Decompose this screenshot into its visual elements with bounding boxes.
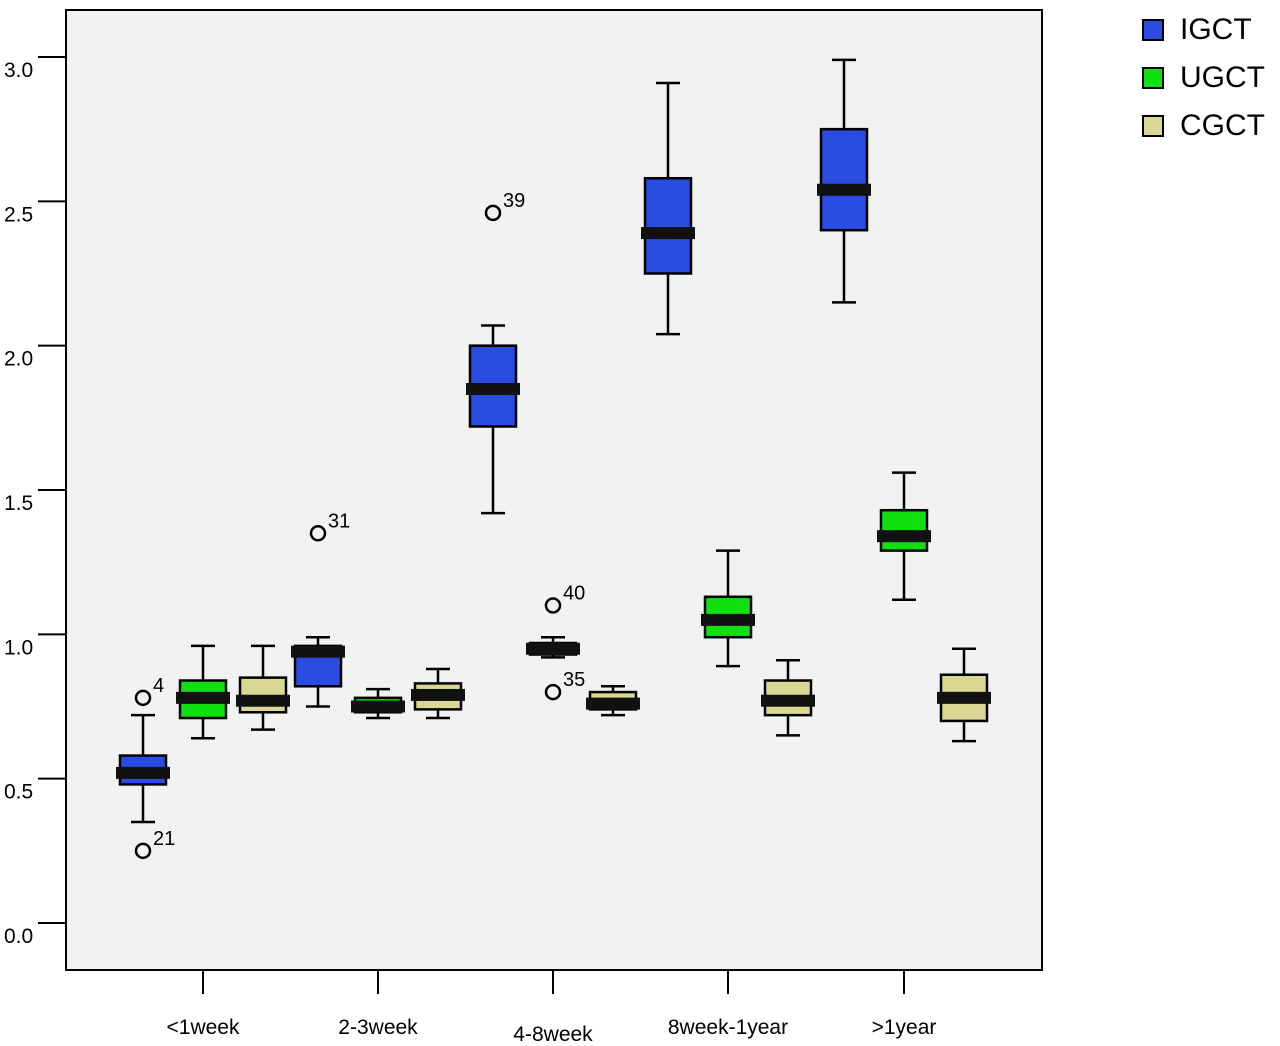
box-cgct: [411, 667, 465, 720]
plot-area: [65, 9, 1043, 971]
median-bar: [937, 691, 991, 704]
legend: IGCT UGCT CGCT: [1142, 13, 1265, 142]
median-bar: [761, 694, 815, 707]
median-bar: [411, 688, 465, 701]
outlier-marker: [309, 525, 327, 542]
y-axis: 0.0 0.5 1.0 1.5 2.0 2.5 3.0: [4, 55, 66, 948]
outlier-label: 40: [563, 582, 585, 604]
median-bar: [351, 700, 405, 713]
median-bar: [466, 382, 520, 395]
median-bar: [877, 530, 931, 543]
box-series: [116, 58, 991, 824]
box-igct: [641, 81, 695, 336]
y-tick-label: 0.0: [4, 925, 33, 948]
outlier-label: 21: [153, 828, 175, 850]
legend-label-ugct: UGCT: [1180, 61, 1265, 94]
y-tick-label: 0.5: [4, 781, 33, 804]
legend-swatch-igct: [1142, 19, 1164, 41]
outlier-marker: [134, 842, 152, 860]
x-tick-label: >1year: [872, 1016, 937, 1039]
y-tick-label: 2.5: [4, 203, 33, 226]
legend-swatch-cgct: [1142, 115, 1164, 137]
x-axis: <1week 2-3week 4-8week 8week-1year >1year: [167, 970, 937, 1046]
median-bar: [526, 642, 580, 655]
outlier-label: 35: [563, 669, 585, 691]
box-igct: [466, 324, 520, 515]
y-tick-label: 3.0: [4, 59, 33, 82]
legend-label-igct: IGCT: [1180, 13, 1252, 46]
box-ugct: [526, 635, 580, 659]
box-ugct: [351, 687, 405, 720]
box-iqr: [819, 127, 869, 232]
x-tick-label: <1week: [167, 1016, 240, 1039]
y-tick-label: 2.0: [4, 348, 33, 371]
box-ugct: [176, 644, 230, 740]
outlier-label: 4: [153, 675, 164, 697]
median-bar: [701, 613, 755, 626]
outlier-marker: [544, 597, 562, 614]
outlier-marker: [544, 683, 562, 701]
outlier-points: 4 21 31 39 40 35: [134, 190, 585, 860]
box-igct: [291, 635, 345, 708]
median-bar: [817, 183, 871, 196]
median-bar: [236, 694, 290, 707]
x-tick-label: 2-3week: [338, 1016, 418, 1039]
median-bar: [176, 691, 230, 704]
legend-swatch-ugct: [1142, 67, 1164, 89]
median-bar: [641, 227, 695, 240]
x-tick-label: 8week-1year: [668, 1016, 788, 1039]
outlier-marker: [134, 689, 152, 707]
outlier-label: 39: [503, 190, 525, 212]
outlier-marker: [484, 204, 502, 222]
box-cgct: [761, 659, 815, 737]
median-bar: [116, 766, 170, 779]
box-cgct: [236, 644, 290, 731]
legend-label-cgct: CGCT: [1180, 109, 1265, 142]
median-bar: [586, 697, 640, 710]
box-iqr: [643, 176, 693, 275]
box-ugct: [877, 471, 931, 601]
y-tick-label: 1.0: [4, 636, 33, 659]
box-ugct: [701, 549, 755, 668]
median-bar: [291, 645, 345, 658]
box-igct: [116, 713, 170, 824]
box-cgct: [586, 685, 640, 717]
x-tick-label: 4-8week: [513, 1023, 593, 1046]
box-cgct: [937, 647, 991, 743]
outlier-label: 31: [328, 510, 350, 532]
box-igct: [817, 58, 871, 304]
y-tick-label: 1.5: [4, 492, 33, 515]
